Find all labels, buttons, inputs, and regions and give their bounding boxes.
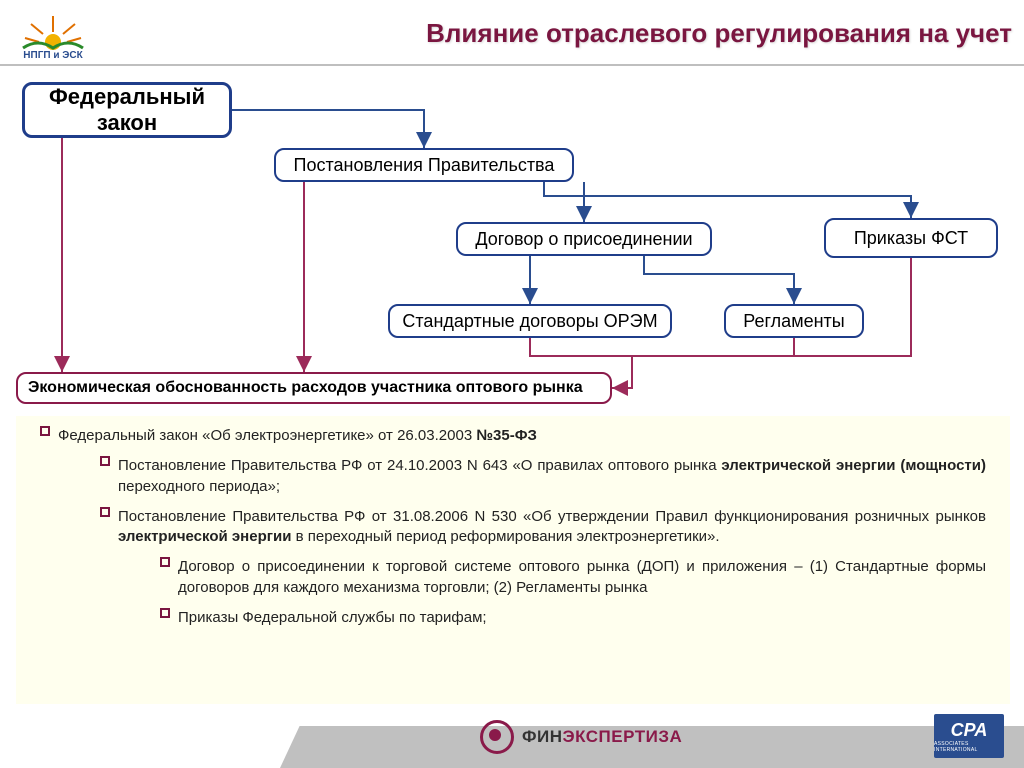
header: НПГП и ЭСК Влияние отраслевого регулиров… <box>0 0 1024 64</box>
logo-text: НПГП и ЭСК <box>23 50 83 61</box>
content-bold: №35-ФЗ <box>476 427 537 444</box>
content-item: Приказы Федеральной службы по тарифам; <box>160 608 986 628</box>
node-resolutions: Постановления Правительства <box>274 148 574 182</box>
content-item: Договор о присоединении к торговой систе… <box>160 557 986 598</box>
bullet-icon <box>100 507 110 517</box>
footer-logo-cpa: CPA ASSOCIATES INTERNATIONAL <box>934 714 1004 758</box>
node-accession: Договор о присоединении <box>456 222 712 256</box>
content-bold: электрической энергии <box>118 528 291 545</box>
node-standard: Стандартные договоры ОРЭМ <box>388 304 672 338</box>
content-text: Приказы Федеральной службы по тарифам; <box>178 608 986 628</box>
footer-logo-text-a: ФИН <box>522 727 563 747</box>
content-item: Постановление Правительства РФ от 24.10.… <box>100 456 986 497</box>
content-item: Федеральный закон «Об электроэнергетике»… <box>40 426 986 446</box>
content-item: Постановление Правительства РФ от 31.08.… <box>100 507 986 548</box>
bullet-icon <box>100 456 110 466</box>
footer-logo-finexpertiza: ФИНЭКСПЕРТИЗА <box>480 718 720 756</box>
finexpertiza-icon <box>480 720 514 754</box>
content-text: Федеральный закон «Об электроэнергетике»… <box>58 426 986 446</box>
footer-logo-text-b: ЭКСПЕРТИЗА <box>563 727 683 747</box>
cpa-sub-text: ASSOCIATES INTERNATIONAL <box>934 741 1004 753</box>
content-panel: Федеральный закон «Об электроэнергетике»… <box>16 416 1010 704</box>
content-text: Договор о присоединении к торговой систе… <box>178 557 986 598</box>
content-list: Федеральный закон «Об электроэнергетике»… <box>40 426 986 628</box>
title-underline <box>0 64 1024 66</box>
node-economic: Экономическая обоснованность расходов уч… <box>16 372 612 404</box>
footer: ФИНЭКСПЕРТИЗА CPA ASSOCIATES INTERNATION… <box>0 708 1024 768</box>
bullet-icon <box>160 608 170 618</box>
content-text: Постановление Правительства РФ от 24.10.… <box>118 456 986 497</box>
node-fst_orders: Приказы ФСТ <box>824 218 998 258</box>
node-federal_law: Федеральный закон <box>22 82 232 138</box>
page-title: Влияние отраслевого регулирования на уче… <box>426 18 1012 49</box>
logo-sun-icon: НПГП и ЭСК <box>8 2 98 62</box>
bullet-icon <box>160 557 170 567</box>
content-bold: электрической энергии (мощности) <box>721 457 986 474</box>
bullet-icon <box>40 426 50 436</box>
node-reglaments: Регламенты <box>724 304 864 338</box>
cpa-text: CPA <box>951 720 988 741</box>
content-text: Постановление Правительства РФ от 31.08.… <box>118 507 986 548</box>
